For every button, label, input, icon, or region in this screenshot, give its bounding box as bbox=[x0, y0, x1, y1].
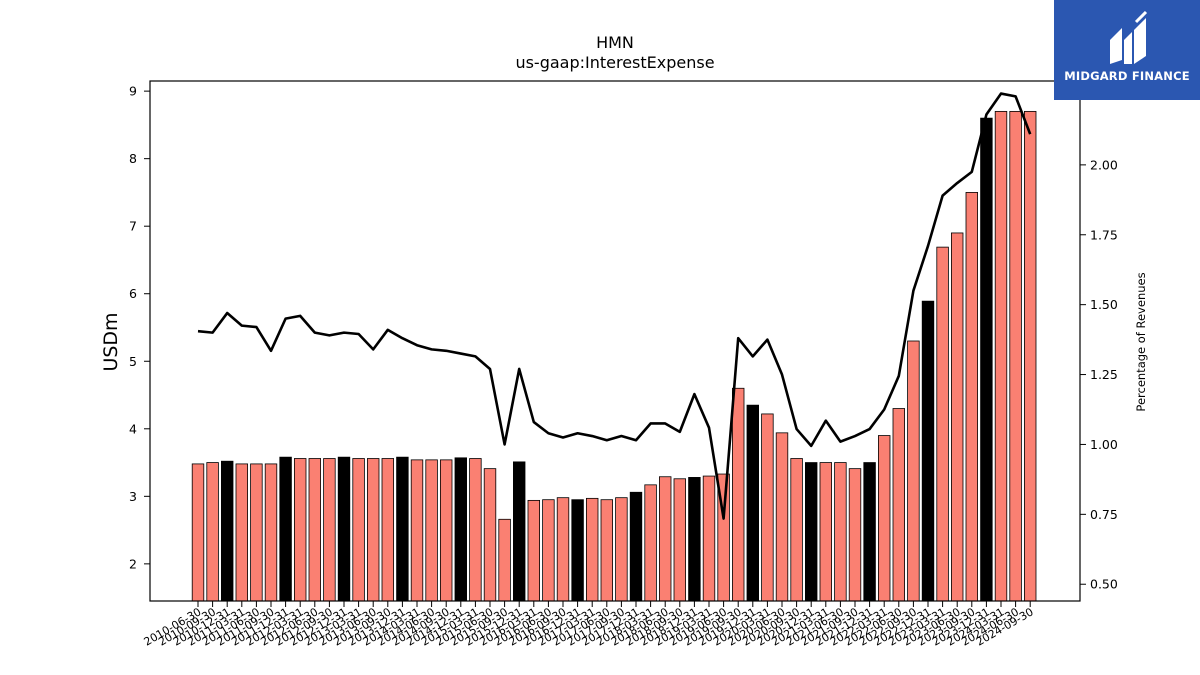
y-axis-right: 0.500.751.001.251.501.752.002.25 bbox=[1080, 87, 1118, 592]
y-tick-label: 5 bbox=[129, 354, 137, 369]
bar bbox=[498, 518, 511, 602]
bar bbox=[644, 484, 657, 602]
bar bbox=[907, 340, 920, 602]
y-tick-label: 7 bbox=[129, 219, 137, 234]
bar bbox=[600, 499, 614, 602]
bar bbox=[688, 477, 701, 602]
bar bbox=[366, 458, 380, 602]
y2-tick-label: 0.75 bbox=[1090, 507, 1118, 522]
bar bbox=[396, 456, 409, 602]
bar bbox=[513, 461, 526, 602]
y2-tick-label: 1.50 bbox=[1090, 297, 1118, 312]
bar bbox=[834, 462, 847, 602]
bar bbox=[191, 463, 205, 602]
bar bbox=[293, 458, 307, 602]
midgard-logo-icon bbox=[1110, 10, 1148, 64]
bar bbox=[848, 468, 862, 602]
bar bbox=[381, 458, 395, 602]
plot-frame bbox=[149, 80, 1081, 602]
y-tick-label: 4 bbox=[129, 421, 137, 436]
bar bbox=[571, 499, 584, 602]
bar bbox=[556, 497, 570, 602]
y2-tick-label: 1.00 bbox=[1090, 437, 1118, 452]
bar bbox=[308, 458, 322, 602]
bar bbox=[965, 192, 979, 602]
bar bbox=[936, 246, 949, 602]
bar bbox=[454, 457, 468, 602]
bar bbox=[542, 499, 555, 602]
bar bbox=[819, 462, 833, 602]
bar bbox=[1024, 110, 1037, 602]
bar bbox=[206, 462, 219, 602]
bar bbox=[805, 462, 818, 602]
y-axis-left: 2 3 4 5 6 7 8 9 bbox=[129, 84, 150, 571]
bar bbox=[323, 458, 336, 602]
brand-logo: MIDGARD FINANCE bbox=[1054, 0, 1200, 100]
bar bbox=[775, 432, 789, 602]
bar bbox=[980, 117, 993, 602]
bar bbox=[527, 499, 541, 602]
y2-tick-label: 2.00 bbox=[1090, 157, 1118, 172]
bar bbox=[615, 497, 628, 602]
chart-subtitle: us-gaap:InterestExpense bbox=[515, 53, 714, 72]
y-tick-label: 9 bbox=[129, 84, 137, 99]
y-tick-label: 2 bbox=[129, 556, 137, 571]
bar bbox=[878, 435, 891, 602]
bar bbox=[892, 408, 906, 602]
bar bbox=[994, 110, 1008, 602]
y-tick-label: 6 bbox=[129, 286, 137, 301]
bar bbox=[951, 232, 964, 602]
bar bbox=[746, 404, 760, 602]
x-axis: 2010-06-302010-09-302010-12-312011-03-31… bbox=[142, 601, 1036, 649]
bar bbox=[439, 459, 453, 602]
bar bbox=[790, 458, 803, 602]
percentage-line bbox=[197, 92, 1032, 520]
bar bbox=[337, 456, 351, 602]
y2-tick-label: 1.75 bbox=[1090, 227, 1118, 242]
bar bbox=[863, 462, 876, 602]
bar bbox=[673, 478, 687, 602]
bar bbox=[235, 463, 249, 602]
bar bbox=[1009, 110, 1022, 602]
chart-title: HMN bbox=[596, 33, 634, 52]
y2-tick-label: 1.25 bbox=[1090, 367, 1118, 382]
y-axis-label: USDm bbox=[100, 312, 122, 371]
y2-tick-label: 0.50 bbox=[1090, 577, 1118, 592]
bar bbox=[352, 458, 365, 602]
bar bbox=[629, 491, 643, 602]
bar bbox=[659, 476, 672, 602]
bar bbox=[702, 475, 716, 602]
bar bbox=[264, 463, 278, 602]
bar bbox=[220, 460, 234, 602]
bar bbox=[250, 463, 263, 602]
bar bbox=[732, 387, 745, 602]
y-tick-label: 3 bbox=[129, 489, 137, 504]
bar bbox=[410, 459, 424, 602]
bar bbox=[279, 456, 292, 602]
bar bbox=[469, 458, 482, 602]
brand-name: MIDGARD FINANCE bbox=[1064, 69, 1190, 83]
bar bbox=[425, 459, 438, 602]
bar-series bbox=[191, 110, 1037, 602]
bar bbox=[586, 497, 599, 602]
bar bbox=[921, 300, 935, 602]
y2-axis-label: Percentage of Revenues bbox=[1134, 272, 1148, 411]
bar bbox=[761, 413, 774, 602]
bar bbox=[483, 468, 497, 602]
y-tick-label: 8 bbox=[129, 151, 137, 166]
